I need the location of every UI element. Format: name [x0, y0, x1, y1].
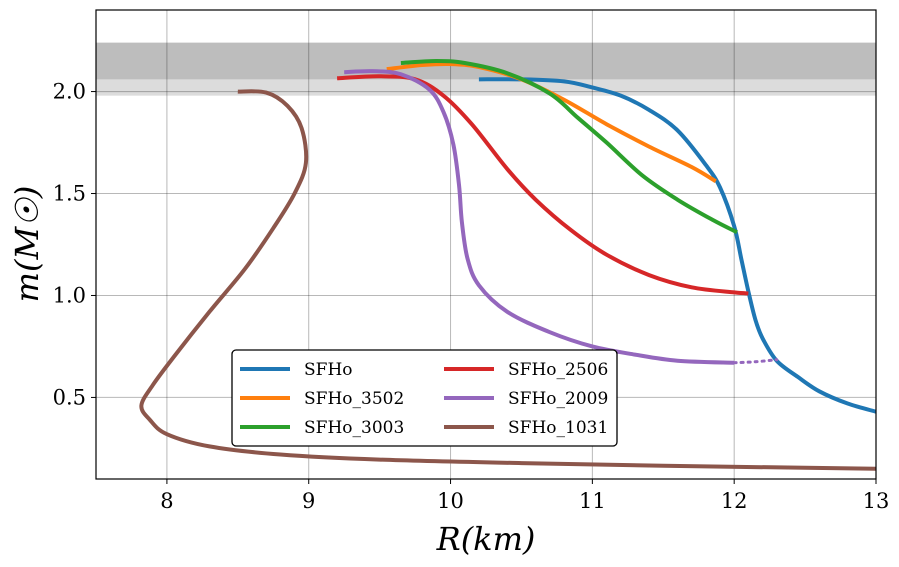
y-tick-label: 0.5	[53, 385, 86, 409]
legend: SFHo SFHo_3502 SFHo_3003 SFHo_2506 SFHo_2009…	[231, 349, 618, 447]
series-line-sfho-1031	[139, 89, 876, 471]
legend-label-sfho-2506: SFHo_2506	[508, 360, 608, 380]
legend-label-sfho-2009: SFHo_2009	[508, 389, 608, 409]
y-axis-label-text: m(M☉)	[8, 186, 46, 303]
y-axis-label: m(M☉)	[8, 186, 46, 303]
series-line-sfho-2009	[344, 69, 735, 365]
series-line-sfho-2506	[336, 74, 749, 296]
y-tick-label: 1.5	[53, 182, 86, 206]
legend-label-sfho-3003: SFHo_3003	[304, 418, 404, 438]
x-tick-label: 10	[437, 489, 464, 513]
mass-constraint-dark-band	[96, 42, 876, 82]
x-tick-label: 12	[721, 489, 748, 513]
legend-label-sfho: SFHo	[304, 360, 353, 380]
x-axis-label: R(km)	[436, 520, 536, 558]
mass-constraint-light-band	[96, 79, 876, 96]
x-tick-label: 13	[863, 489, 890, 513]
x-tick-label: 11	[579, 489, 606, 513]
legend-label-sfho-3502: SFHo_3502	[304, 389, 404, 409]
x-tick-label: 8	[160, 489, 173, 513]
legend-frame	[231, 349, 618, 447]
x-tick-label: 9	[302, 489, 315, 513]
y-tick-label: 1.0	[53, 283, 86, 307]
y-tick-label: 2.0	[53, 80, 86, 104]
series-dotted-tail-sfho-2009	[732, 358, 779, 365]
x-axis-label-text: R(km)	[436, 520, 536, 558]
legend-label-sfho-1031: SFHo_1031	[508, 418, 608, 438]
series-line-sfho-3003	[400, 58, 738, 235]
series-line-sfho	[478, 77, 876, 414]
plot-frame	[95, 9, 877, 480]
